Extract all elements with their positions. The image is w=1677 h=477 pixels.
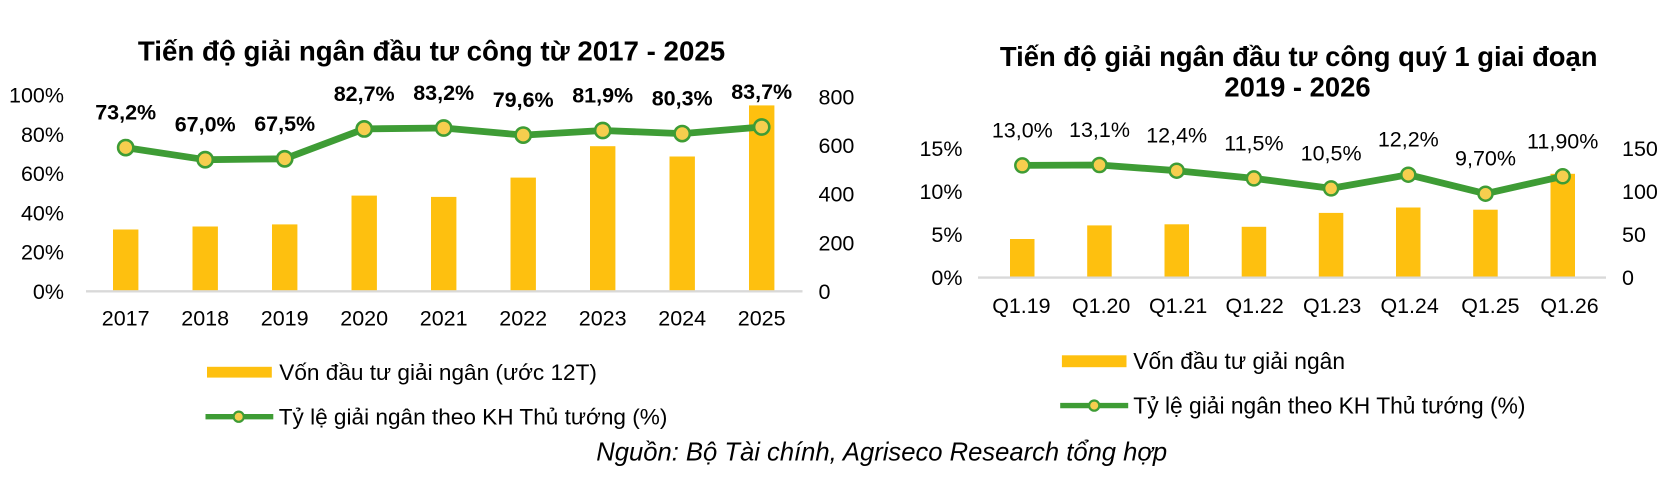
svg-text:13,1%: 13,1% (1069, 118, 1130, 142)
svg-text:600: 600 (819, 134, 855, 158)
svg-text:11,5%: 11,5% (1224, 131, 1283, 155)
svg-text:Q1.22: Q1.22 (1225, 294, 1283, 318)
svg-text:200: 200 (819, 231, 855, 255)
svg-text:10,5%: 10,5% (1301, 141, 1362, 165)
svg-text:81,9%: 81,9% (572, 84, 633, 108)
svg-text:Vốn đầu tư giải ngân: Vốn đầu tư giải ngân (1133, 348, 1345, 374)
svg-text:Nguồn: Bộ Tài chính, Agriseco: Nguồn: Bộ Tài chính, Agriseco Research t… (596, 439, 1167, 467)
svg-text:79,6%: 79,6% (493, 88, 554, 112)
svg-text:Tỷ lệ giải ngân theo KH Thủ tư: Tỷ lệ giải ngân theo KH Thủ tướng (%) (279, 404, 668, 429)
svg-text:0%: 0% (33, 280, 64, 304)
svg-text:82,7%: 82,7% (334, 82, 395, 106)
svg-text:2019: 2019 (261, 307, 309, 331)
svg-text:12,2%: 12,2% (1378, 128, 1439, 152)
svg-text:73,2%: 73,2% (95, 101, 156, 125)
svg-text:2019 - 2026: 2019 - 2026 (1224, 72, 1370, 103)
svg-text:13,0%: 13,0% (992, 118, 1053, 142)
svg-text:20%: 20% (21, 241, 64, 265)
svg-text:2020: 2020 (340, 307, 388, 331)
svg-text:50: 50 (1622, 223, 1646, 247)
svg-text:Q1.20: Q1.20 (1072, 294, 1130, 318)
svg-text:0%: 0% (931, 266, 962, 290)
svg-text:400: 400 (819, 183, 855, 207)
svg-text:Q1.23: Q1.23 (1303, 294, 1361, 318)
svg-text:67,0%: 67,0% (175, 113, 236, 137)
svg-text:15%: 15% (919, 137, 962, 161)
svg-text:Q1.26: Q1.26 (1540, 294, 1598, 318)
svg-text:Q1.19: Q1.19 (992, 294, 1050, 318)
svg-text:2022: 2022 (499, 307, 547, 331)
svg-text:5%: 5% (931, 223, 962, 247)
svg-text:2024: 2024 (658, 307, 706, 331)
svg-text:Tỷ lệ giải ngân theo KH Thủ tư: Tỷ lệ giải ngân theo KH Thủ tướng (%) (1133, 392, 1525, 418)
svg-text:100%: 100% (9, 84, 64, 108)
svg-text:60%: 60% (21, 162, 64, 186)
svg-text:0: 0 (1622, 266, 1634, 290)
svg-text:9,70%: 9,70% (1455, 147, 1516, 171)
svg-text:67,5%: 67,5% (254, 112, 315, 136)
svg-text:2017: 2017 (102, 307, 150, 331)
svg-text:10%: 10% (919, 180, 962, 204)
svg-text:Tiến độ giải ngân đầu tư công: Tiến độ giải ngân đầu tư công quý 1 giai… (1000, 41, 1598, 72)
svg-text:80%: 80% (21, 123, 64, 147)
svg-text:2023: 2023 (579, 307, 627, 331)
svg-text:0: 0 (819, 280, 831, 304)
svg-text:150: 150 (1622, 137, 1658, 161)
svg-text:Q1.24: Q1.24 (1380, 294, 1438, 318)
svg-text:800: 800 (819, 85, 855, 109)
svg-text:2025: 2025 (738, 307, 786, 331)
svg-text:40%: 40% (21, 201, 64, 225)
svg-text:Tiến độ giải ngân đầu tư công: Tiến độ giải ngân đầu tư công từ 2017 - … (138, 36, 725, 67)
svg-text:11,90%: 11,90% (1527, 129, 1598, 153)
svg-text:80,3%: 80,3% (652, 87, 713, 111)
svg-text:2021: 2021 (420, 307, 468, 331)
svg-text:Q1.25: Q1.25 (1461, 294, 1519, 318)
svg-text:Vốn đầu tư giải ngân (ước 12T): Vốn đầu tư giải ngân (ước 12T) (279, 360, 597, 385)
svg-text:Q1.21: Q1.21 (1149, 294, 1207, 318)
svg-text:12,4%: 12,4% (1146, 124, 1207, 148)
svg-text:83,7%: 83,7% (731, 80, 792, 104)
svg-text:83,2%: 83,2% (413, 81, 474, 105)
svg-text:2018: 2018 (181, 307, 229, 331)
svg-text:100: 100 (1622, 180, 1658, 204)
